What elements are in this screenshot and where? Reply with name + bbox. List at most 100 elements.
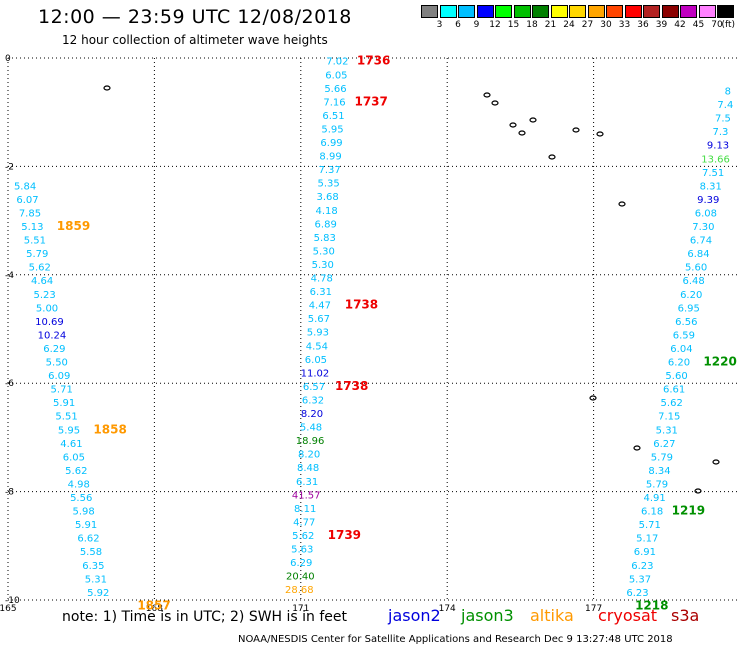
wave-height-value: 6.08 (695, 208, 717, 219)
wave-height-value: 7.5 (715, 114, 731, 125)
wave-height-value: 5.13 (21, 222, 43, 233)
island-outline (589, 395, 597, 401)
color-swatch (495, 5, 512, 18)
color-scale-label: 36 (637, 20, 649, 30)
wave-height-value: 5.79 (26, 249, 48, 260)
wave-height-value: 6.05 (305, 355, 327, 366)
track-time-label: 1737 (354, 94, 387, 108)
wave-height-value: 5.71 (639, 520, 661, 531)
wave-height-value: 3.68 (317, 192, 339, 203)
wave-height-value: 6.62 (77, 534, 99, 545)
wave-height-value: 5.62 (65, 466, 87, 477)
color-scale-label: 3 (436, 20, 443, 30)
wave-height-value: 5.58 (80, 547, 102, 558)
legend-altika: altika (530, 606, 574, 625)
wave-height-value: 5.30 (312, 260, 334, 271)
wave-height-value: 6.61 (663, 385, 685, 396)
lat-tick-label: -8 (5, 488, 14, 498)
wave-height-value: 6.29 (43, 344, 65, 355)
wave-height-value: 5.60 (665, 371, 687, 382)
color-swatch (624, 5, 642, 18)
wave-height-value: 6.23 (631, 561, 653, 572)
wave-height-value: 5.35 (317, 179, 339, 190)
wave-height-value: 7.16 (323, 97, 345, 108)
wave-height-value: 4.77 (293, 517, 315, 528)
lat-tick-label: 0 (5, 54, 11, 64)
wave-height-value: 8.48 (297, 463, 319, 474)
wave-height-value: 6.31 (310, 287, 332, 298)
wave-height-value: 5.48 (300, 423, 322, 434)
track-c: 8 7.4 7.5 7.3 9.13 13.66 7.51 8.31 9.39 6.08 7.30 6… (626, 87, 733, 599)
track-time-label: 1219 (672, 504, 705, 518)
wave-height-value: 5.50 (46, 358, 68, 369)
wave-height-value: 5.51 (55, 412, 77, 423)
legend-cryosat: cryosat (598, 606, 658, 625)
wave-height-value: 5.31 (85, 574, 107, 585)
wave-height-value: 10.69 (35, 317, 64, 328)
wave-height-value: 4.98 (68, 479, 90, 490)
credit-line: NOAA/NESDIS Center for Satellite Applica… (238, 634, 673, 645)
track-a: 5.84 6.07 7.85 5.13 5.51 5.79 5.62 4.64 5.23 5.00… (14, 181, 109, 599)
wave-height-value: 6.51 (322, 111, 344, 122)
track-time-label: 1738 (335, 379, 368, 393)
wave-height-value: 4.47 (309, 301, 331, 312)
wave-height-value: 18.96 (296, 436, 325, 447)
lon-tick-label: 174 (439, 604, 456, 614)
chart-title: 12:00 — 23:59 UTC 12/08/2018 (38, 6, 352, 28)
color-swatch (680, 5, 697, 18)
wave-height-value: 5.79 (651, 452, 673, 463)
wave-height-value: 5.00 (36, 303, 58, 314)
color-swatch (661, 5, 679, 18)
wave-height-value: 6.95 (678, 303, 700, 314)
wave-height-value: 4.64 (31, 276, 53, 287)
island-outline (548, 154, 556, 160)
wave-height-value: 8.31 (700, 181, 722, 192)
wave-height-value: 6.18 (641, 507, 663, 518)
color-scale-label: 39 (655, 20, 668, 30)
lat-tick-label: -10 (5, 596, 20, 606)
island-outline (596, 131, 604, 137)
color-scale-label: 6 (455, 20, 461, 30)
wave-height-value: 5.51 (24, 236, 46, 247)
track-time-label: 1736 (357, 54, 390, 68)
wave-height-value: 7.30 (692, 222, 714, 233)
wave-height-value: 6.23 (626, 588, 648, 599)
color-swatch (587, 5, 605, 18)
color-scale-label: 18 (526, 20, 538, 30)
wave-height-value: 6.48 (683, 276, 705, 287)
satellite-tracks: 5.84 6.07 7.85 5.13 5.51 5.79 5.62 4.64 5.23 5.00… (14, 54, 737, 613)
wave-height-value: 5.95 (58, 425, 80, 436)
color-scale-label: 42 (674, 20, 686, 30)
track-time-label: 1738 (345, 298, 378, 312)
wave-height-value: 7.85 (19, 208, 41, 219)
color-swatch (476, 5, 494, 18)
wave-height-value: 8 (725, 87, 731, 98)
color-swatch (421, 5, 438, 18)
color-swatch (532, 5, 549, 18)
color-swatch (606, 5, 623, 18)
wave-height-value: 8.99 (319, 152, 341, 163)
legend-jason2: jason2 (388, 606, 441, 625)
color-scale-label: 27 (581, 20, 594, 30)
wave-height-value: 7.37 (318, 165, 340, 176)
wave-height-value: 5.67 (308, 314, 330, 325)
wave-height-value: 6.32 (302, 395, 324, 406)
color-swatch (513, 5, 531, 18)
wave-height-value: 5.92 (87, 588, 109, 599)
note-text: note: 1) Time is in UTC; 2) SWH is in fe… (62, 609, 348, 625)
color-swatch (717, 5, 734, 18)
color-scale-label: 21 (544, 20, 557, 30)
wave-height-value: 5.98 (73, 507, 95, 518)
wave-height-value: 5.63 (291, 545, 313, 556)
wave-height-value: 5.83 (314, 233, 336, 244)
wave-height-value: 5.91 (53, 398, 75, 409)
wave-height-value: 6.89 (315, 219, 337, 230)
wave-height-value: 8.20 (301, 409, 323, 420)
color-scale-label: 33 (618, 20, 631, 30)
color-swatch (698, 5, 716, 18)
island-outline (491, 100, 499, 106)
track-b: 7.02 6.05 5.66 7.16 6.51 5.95 6.99 8.99 7.37 5.35… (285, 57, 349, 596)
wave-height-value: 4.78 (311, 274, 333, 285)
wave-height-value: 6.09 (48, 371, 70, 382)
